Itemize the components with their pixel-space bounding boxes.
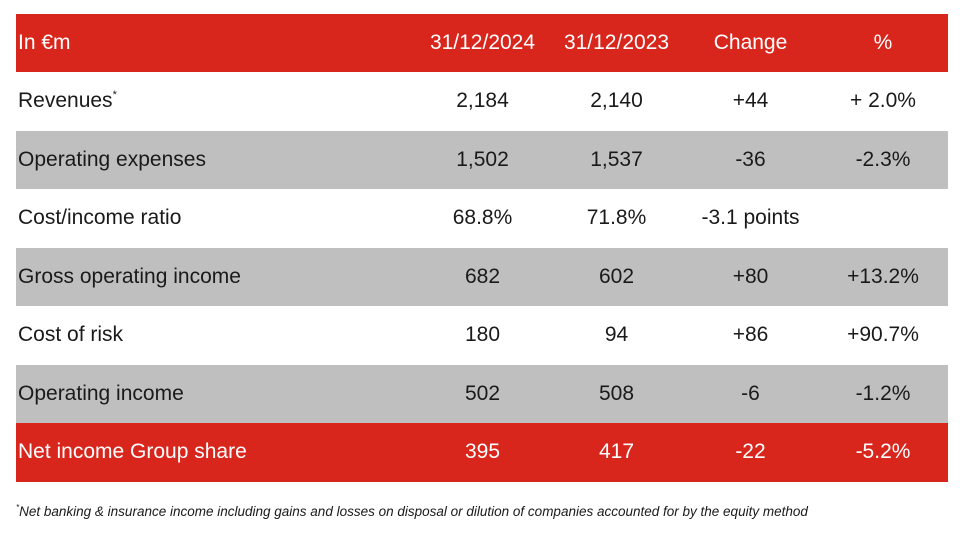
- table-row-operating-income: Operating income 502 508 -6 -1.2%: [16, 364, 948, 423]
- value-percent: + 2.0%: [850, 89, 916, 113]
- row-label: Cost of risk: [18, 323, 124, 347]
- table-row-cost-of-risk: Cost of risk 180 94 +86 +90.7%: [16, 306, 948, 365]
- value-2024: 180: [464, 323, 501, 347]
- header-2024: 31/12/2024: [429, 31, 536, 54]
- value-2024: 395: [464, 440, 501, 464]
- value-2023: 508: [598, 381, 635, 405]
- footnote-marker: *: [112, 89, 117, 102]
- value-percent: +13.2%: [847, 264, 919, 288]
- value-change: -22: [735, 440, 766, 464]
- value-change: -6: [741, 381, 760, 405]
- value-2024: 68.8%: [452, 206, 513, 230]
- header-percent: %: [873, 31, 893, 54]
- row-label: Gross operating income: [18, 264, 241, 288]
- table-row-gross-operating-income: Gross operating income 682 602 +80 +13.2…: [16, 247, 948, 306]
- financial-results-table: In €m 31/12/2024 31/12/2023 Change % Rev…: [16, 14, 948, 482]
- value-2023: 417: [598, 440, 635, 464]
- table-row-revenues: Revenues* 2,184 2,140 +44 + 2.0%: [16, 72, 948, 131]
- value-2023: 602: [598, 264, 635, 288]
- value-change: +86: [732, 323, 769, 347]
- value-percent: -2.3%: [855, 147, 911, 171]
- value-2023: 2,140: [590, 89, 643, 113]
- header-2023: 31/12/2023: [563, 31, 670, 54]
- table-row-operating-expenses: Operating expenses 1,502 1,537 -36 -2.3%: [16, 130, 948, 189]
- footnote: *Net banking & insurance income includin…: [16, 503, 808, 519]
- footnote-text: Net banking & insurance income including…: [19, 504, 808, 519]
- row-label-text: Revenues: [18, 89, 113, 113]
- value-change: -3.1 points: [701, 206, 800, 230]
- value-2023: 71.8%: [586, 206, 647, 230]
- header-in-eur-m: In €m: [18, 31, 71, 54]
- value-2023: 94: [604, 323, 629, 347]
- value-change: -36: [735, 147, 766, 171]
- row-label: Operating expenses: [18, 147, 206, 171]
- row-label: Net income Group share: [18, 440, 247, 464]
- value-percent: -1.2%: [855, 381, 911, 405]
- footnote-marker: *: [16, 503, 20, 512]
- value-2024: 502: [464, 381, 501, 405]
- table-row-cost-income-ratio: Cost/income ratio 68.8% 71.8% -3.1 point…: [16, 189, 948, 248]
- value-change: +44: [732, 89, 769, 113]
- value-2024: 2,184: [456, 89, 509, 113]
- value-2023: 1,537: [590, 147, 643, 171]
- value-2024: 682: [464, 264, 501, 288]
- row-label: Cost/income ratio: [18, 206, 182, 230]
- value-2024: 1,502: [456, 147, 509, 171]
- header-change: Change: [713, 31, 788, 54]
- table-header-row: In €m 31/12/2024 31/12/2023 Change %: [16, 14, 948, 72]
- row-label: Operating income: [18, 381, 184, 405]
- value-change: +80: [732, 264, 769, 288]
- value-percent: +90.7%: [847, 323, 919, 347]
- value-percent: -5.2%: [855, 440, 911, 464]
- table-row-net-income-group-share: Net income Group share 395 417 -22 -5.2%: [16, 423, 948, 482]
- row-label: Revenues*: [16, 89, 415, 113]
